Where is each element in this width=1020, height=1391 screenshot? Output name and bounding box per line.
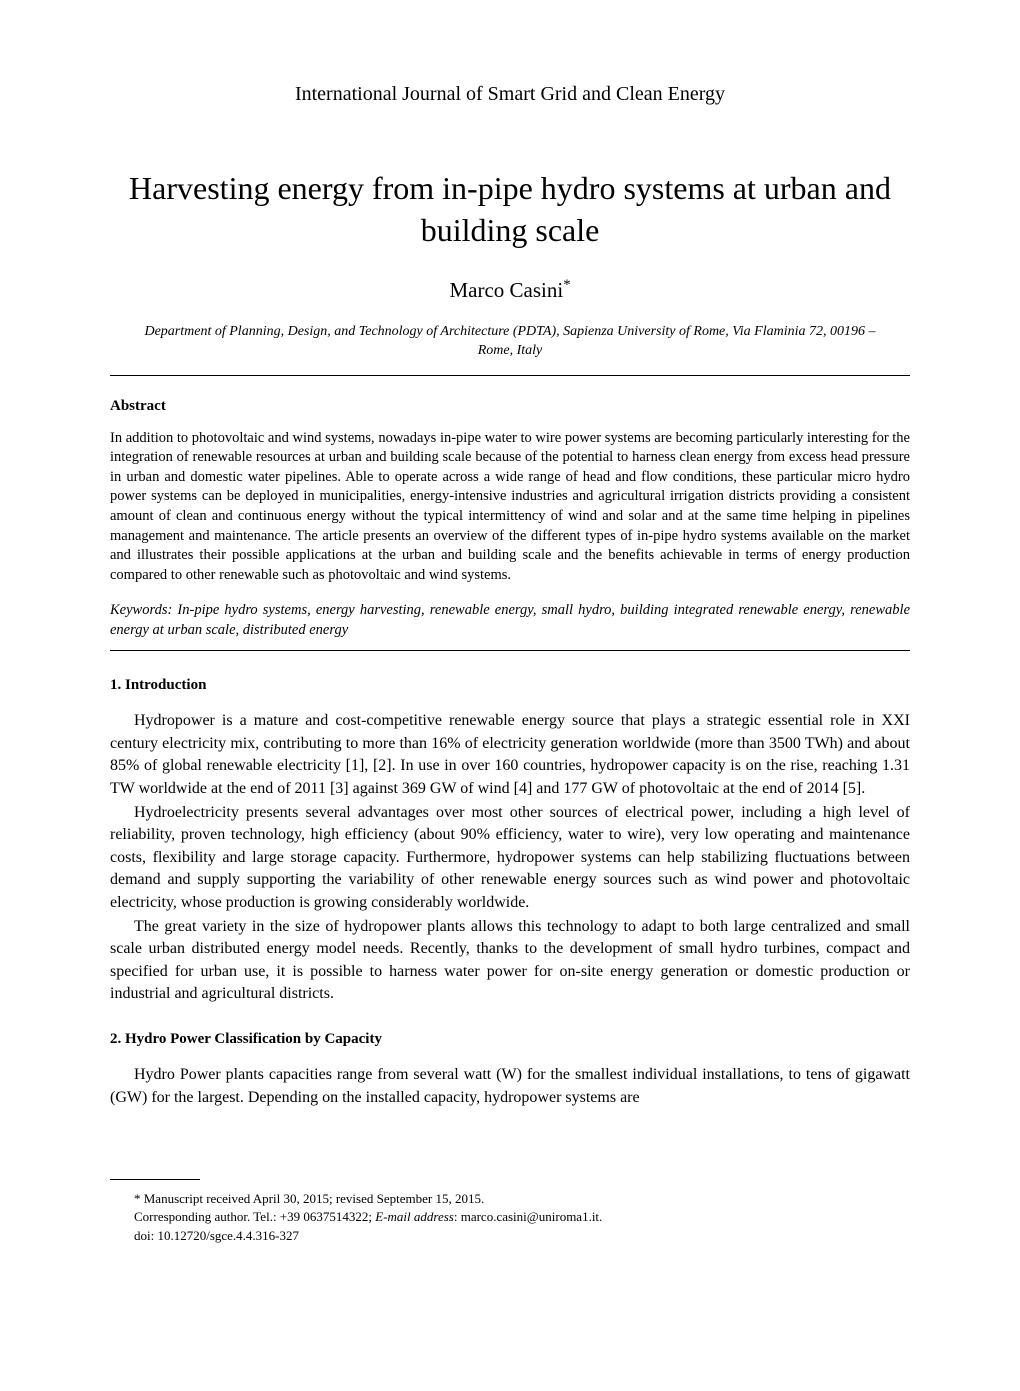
- top-rule: [110, 375, 910, 376]
- abstract-heading: Abstract: [110, 396, 910, 417]
- section-1-heading: 1. Introduction: [110, 675, 910, 696]
- paper-title: Harvesting energy from in-pipe hydro sys…: [110, 168, 910, 251]
- section-1-paragraph-2: Hydroelectricity presents several advant…: [110, 802, 910, 914]
- footnote-corresponding: Corresponding author. Tel.: +39 06375143…: [110, 1208, 910, 1226]
- author-name: Marco Casini: [449, 278, 563, 302]
- keywords: Keywords: In-pipe hydro systems, energy …: [110, 601, 910, 640]
- footnote-divider: [110, 1179, 200, 1180]
- footnote-corresponding-pre: Corresponding author. Tel.: +39 06375143…: [134, 1209, 375, 1224]
- author-line: Marco Casini*: [110, 275, 910, 305]
- section-2-paragraph-1: Hydro Power plants capacities range from…: [110, 1064, 910, 1109]
- author-marker: *: [563, 277, 570, 293]
- keywords-body: In-pipe hydro systems, energy harvesting…: [110, 602, 910, 638]
- keywords-label: Keywords:: [110, 602, 172, 618]
- abstract-body: In addition to photovoltaic and wind sys…: [110, 429, 910, 586]
- section-1-paragraph-3: The great variety in the size of hydropo…: [110, 916, 910, 1006]
- bottom-rule: [110, 650, 910, 651]
- journal-name: International Journal of Smart Grid and …: [110, 80, 910, 108]
- footnote-doi: doi: 10.12720/sgce.4.4.316-327: [110, 1227, 910, 1245]
- affiliation: Department of Planning, Design, and Tech…: [110, 322, 910, 361]
- section-2-heading: 2. Hydro Power Classification by Capacit…: [110, 1029, 910, 1050]
- footnote-email-label: E-mail address: [375, 1209, 454, 1224]
- section-1-paragraph-1: Hydropower is a mature and cost-competit…: [110, 710, 910, 800]
- footnote-manuscript: * Manuscript received April 30, 2015; re…: [110, 1190, 910, 1208]
- footnote-email-value: : marco.casini@uniroma1.it.: [454, 1209, 602, 1224]
